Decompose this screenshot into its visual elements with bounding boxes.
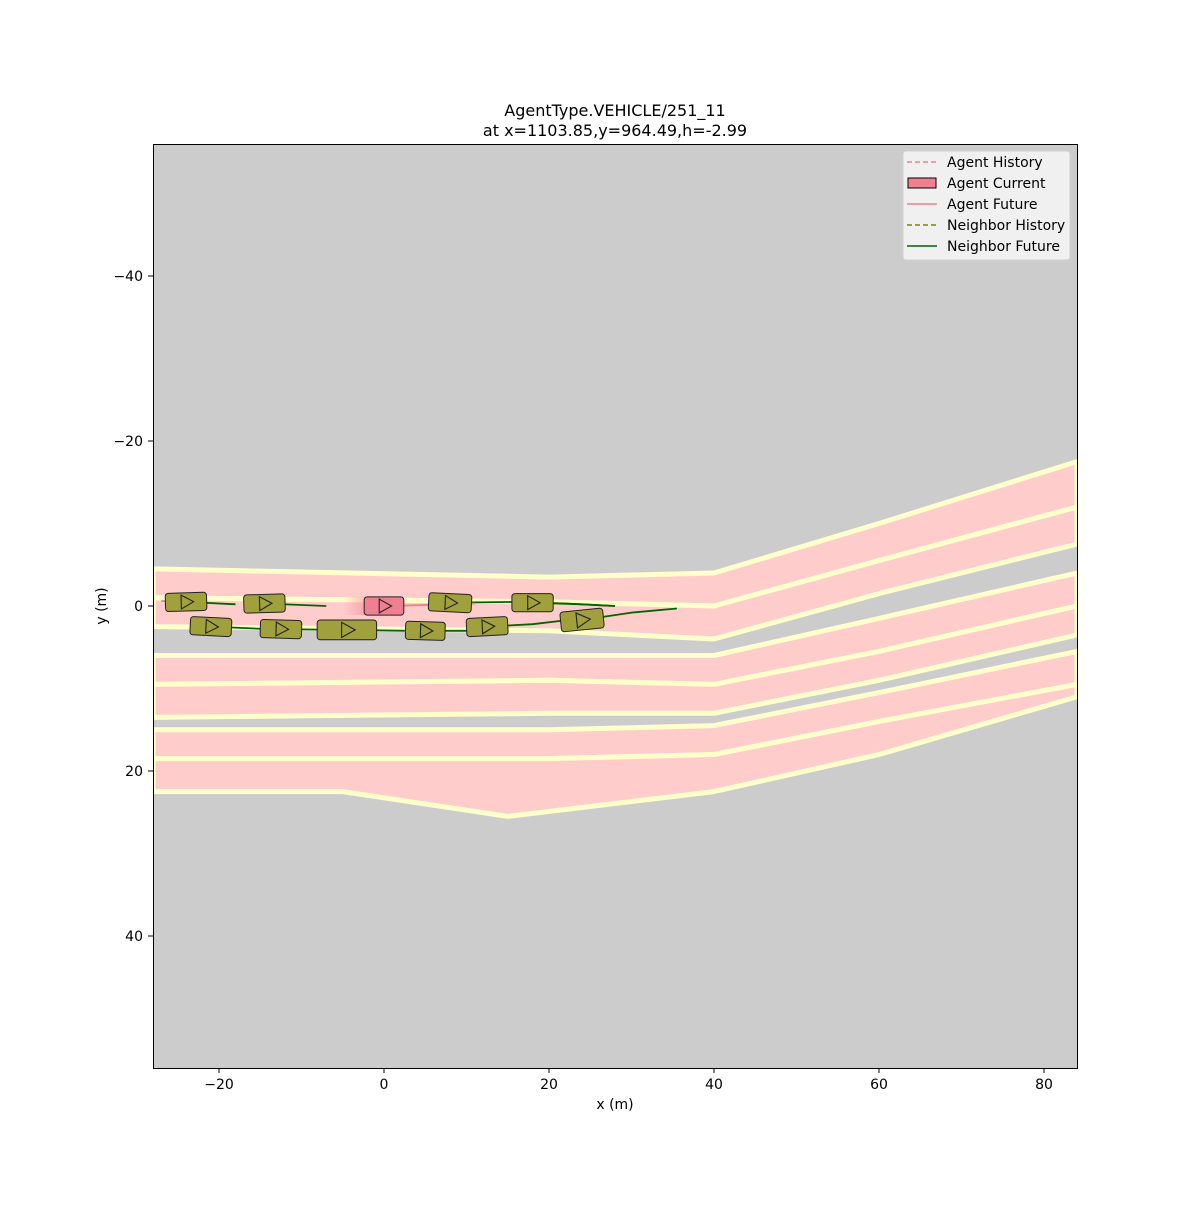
neighbor-1 xyxy=(164,591,208,613)
neighbor-1-heading-arrow xyxy=(180,594,195,610)
neighbor-7-body xyxy=(316,619,378,641)
neighbor-6 xyxy=(259,618,303,640)
neighbor-8 xyxy=(404,620,446,641)
y-axis-ticks: −40 −20 0 20 40 xyxy=(113,269,153,945)
neighbor-10 xyxy=(559,607,605,633)
y-tick-label: 0 xyxy=(134,599,143,615)
neighbor-2 xyxy=(243,593,286,614)
legend-agent-future-label: Agent Future xyxy=(947,197,1037,213)
chart-title-line-1: AgentType.VEHICLE/251_11 xyxy=(504,101,725,121)
neighbor-3-body xyxy=(427,592,473,614)
x-tick-label: 0 xyxy=(380,1077,389,1093)
neighbor-6-heading-arrow xyxy=(275,621,290,637)
neighbor-6-body xyxy=(259,618,303,640)
neighbor-4-body xyxy=(511,593,554,613)
vehicle-boxes xyxy=(164,591,605,641)
neighbor-7 xyxy=(316,619,378,641)
neighbor-3 xyxy=(427,592,473,614)
legend-neighbor-history-label: Neighbor History xyxy=(947,218,1065,234)
x-axis-label: x (m) xyxy=(596,1097,633,1113)
x-axis-ticks: −20 0 20 40 60 80 xyxy=(204,1068,1053,1093)
chart-title-line-2: at x=1103.85,y=964.49,h=-2.99 xyxy=(483,121,747,140)
y-axis-label: y (m) xyxy=(94,587,110,624)
legend-neighbor-future-label: Neighbor Future xyxy=(947,239,1060,255)
neighbor-4-heading-arrow xyxy=(527,594,542,611)
neighbor-10-body xyxy=(559,607,605,633)
neighbor-5 xyxy=(189,616,233,638)
x-tick-label: 60 xyxy=(870,1077,888,1093)
neighbor-7-heading-arrow xyxy=(341,621,357,639)
y-tick-label: −40 xyxy=(113,269,143,285)
agent-current-heading-arrow xyxy=(378,598,393,614)
x-tick-label: −20 xyxy=(204,1077,234,1093)
agent-current xyxy=(363,596,405,616)
x-tick-label: 20 xyxy=(540,1077,558,1093)
y-tick-label: −20 xyxy=(113,434,143,450)
lane-4 xyxy=(153,603,1077,720)
legend-agent-current-label: Agent Current xyxy=(947,176,1046,192)
neighbor-2-heading-arrow xyxy=(258,595,274,612)
neighbor-8-heading-arrow xyxy=(419,622,435,639)
neighbor-9-heading-arrow xyxy=(481,619,496,635)
legend-agent-current-swatch xyxy=(907,177,937,189)
neighbor-9-body xyxy=(465,616,509,638)
y-tick-label: 20 xyxy=(125,764,143,780)
neighbor-10-heading-arrow xyxy=(575,612,592,629)
neighbor-5-body xyxy=(189,616,233,638)
legend-agent-history-label: Agent History xyxy=(947,155,1043,171)
legend-frame xyxy=(902,150,1071,261)
legend: Agent History Agent Current Agent Future… xyxy=(902,150,1071,261)
neighbor-3-heading-arrow xyxy=(444,594,459,611)
neighbor-9 xyxy=(465,616,509,638)
agent-current-body xyxy=(363,596,405,616)
x-tick-label: 40 xyxy=(705,1077,723,1093)
neighbor-5-heading-arrow xyxy=(205,618,220,635)
lane-6 xyxy=(153,681,1077,819)
plot-frame xyxy=(153,144,1078,1069)
x-tick-label: 80 xyxy=(1035,1077,1053,1093)
neighbor-4 xyxy=(511,593,554,613)
neighbor-8-body xyxy=(404,620,446,641)
y-tick-label: 40 xyxy=(125,929,143,945)
neighbor-2-body xyxy=(243,593,286,614)
neighbor-1-body xyxy=(164,591,208,613)
